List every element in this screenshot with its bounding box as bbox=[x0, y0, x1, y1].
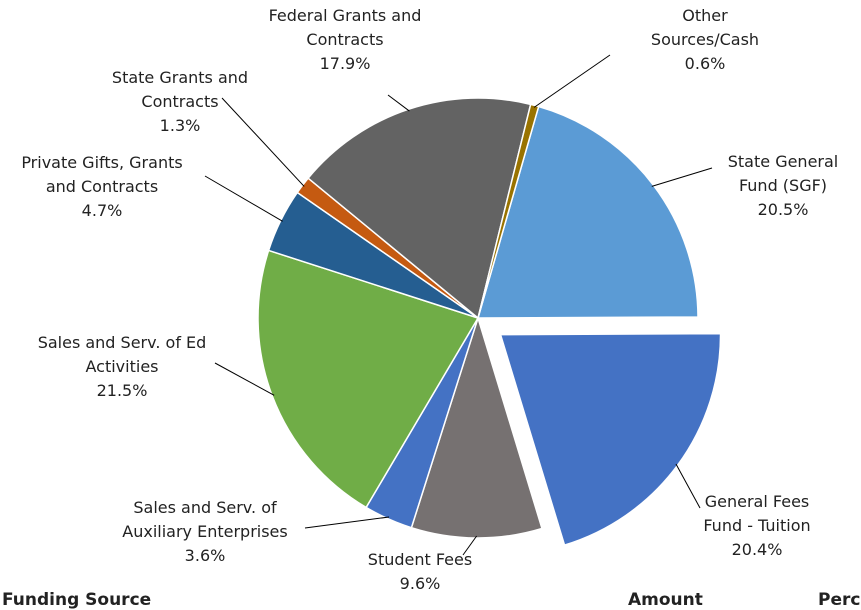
slice-label: Other Sources/Cash 0.6% bbox=[650, 4, 760, 76]
pie-slice bbox=[499, 332, 722, 547]
pie-slice bbox=[410, 315, 543, 539]
leader-line bbox=[204, 175, 283, 222]
slice-label: Sales and Serv. of Auxiliary Enterprises… bbox=[100, 496, 310, 568]
slice-label: Private Gifts, Grants and Contracts 4.7% bbox=[7, 151, 197, 223]
slice-label: Student Fees 9.6% bbox=[345, 548, 495, 596]
slice-label-name: Sales and Serv. of Ed Activities bbox=[37, 333, 207, 376]
slice-label: Sales and Serv. of Ed Activities 21.5% bbox=[37, 331, 207, 403]
slice-label-name: Sales and Serv. of Auxiliary Enterprises bbox=[122, 498, 288, 541]
slice-label-name: Student Fees bbox=[367, 550, 473, 569]
pie-slice bbox=[257, 249, 480, 509]
slice-label: Federal Grants and Contracts 17.9% bbox=[250, 4, 440, 76]
slice-label-value: 9.6% bbox=[399, 574, 441, 593]
slice-label: State General Fund (SGF) 20.5% bbox=[713, 150, 853, 222]
table-header: Amount bbox=[628, 590, 703, 610]
slice-label-name: Private Gifts, Grants and Contracts bbox=[21, 153, 183, 196]
slice-label-value: 1.3% bbox=[159, 116, 201, 135]
slice-label-value: 20.4% bbox=[731, 540, 783, 559]
leader-line bbox=[651, 167, 713, 187]
slice-label-name: Federal Grants and Contracts bbox=[268, 6, 422, 49]
slice-label-value: 0.6% bbox=[684, 54, 726, 73]
table-header: Percent bbox=[818, 590, 861, 610]
pie-slice bbox=[477, 105, 699, 319]
slice-label-value: 3.6% bbox=[184, 546, 226, 565]
leader-line bbox=[462, 535, 478, 556]
leader-line bbox=[533, 54, 611, 108]
pie-slice bbox=[477, 103, 540, 319]
leader-line bbox=[675, 463, 701, 509]
table-header: Funding Source bbox=[2, 590, 152, 610]
slice-label: State Grants and Contracts 1.3% bbox=[100, 66, 260, 138]
pie-slice bbox=[307, 97, 532, 320]
slice-label-value: 20.5% bbox=[757, 200, 809, 219]
leader-line bbox=[387, 94, 410, 112]
leader-line bbox=[304, 516, 390, 529]
slice-label-value: 4.7% bbox=[81, 201, 123, 220]
slice-label-name: General Fees Fund - Tuition bbox=[703, 492, 811, 535]
slice-label-name: Other Sources/Cash bbox=[650, 6, 760, 49]
slice-label-name: State Grants and Contracts bbox=[111, 68, 249, 111]
leader-line bbox=[221, 97, 305, 187]
slice-label-value: 17.9% bbox=[319, 54, 371, 73]
slice-label: General Fees Fund - Tuition 20.4% bbox=[702, 490, 812, 562]
slice-label-name: State General Fund (SGF) bbox=[727, 152, 839, 195]
leader-line bbox=[214, 362, 275, 396]
slice-label-value: 21.5% bbox=[96, 381, 148, 400]
